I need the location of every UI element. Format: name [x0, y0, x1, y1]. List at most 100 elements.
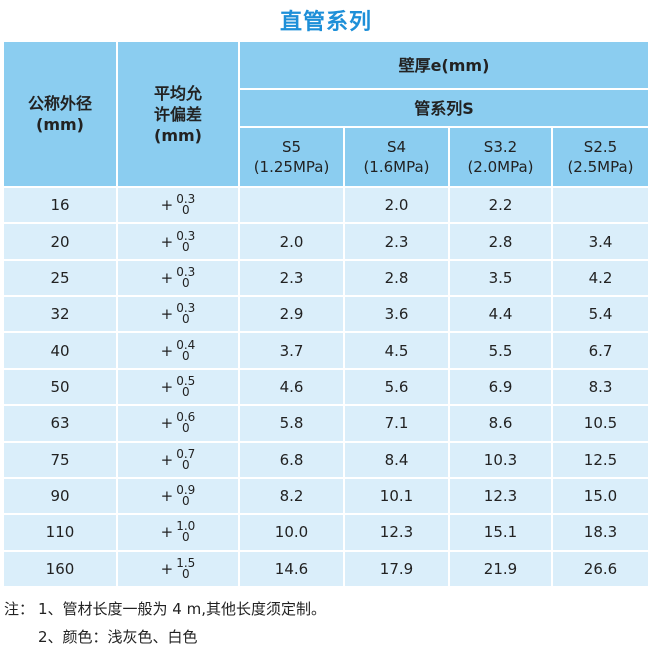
series-header: S4 (1.6MPa) — [345, 128, 450, 188]
tolerance-cell: +0.3 0 — [118, 188, 240, 225]
tolerance-sign: + — [160, 341, 174, 360]
cell-text: 3.6 — [384, 305, 409, 324]
thickness-cell: 6.8 — [240, 442, 345, 479]
diameter-cell: 50 — [4, 369, 118, 407]
note-item: 1、管材长度一般为 4 m,其他长度须定制。 — [38, 600, 327, 618]
thickness-cell: 6.9 — [450, 369, 553, 407]
cell-text: 2.2 — [488, 196, 513, 215]
thickness-cell — [240, 188, 345, 225]
thickness-cell: 8.3 — [553, 369, 650, 407]
thickness-cell: 6.7 — [553, 333, 650, 370]
tolerance-lower: 0 — [181, 566, 190, 581]
tolerance-sign: + — [160, 487, 174, 506]
cell-text: 8.6 — [488, 414, 513, 433]
thickness-cell: 18.3 — [553, 515, 650, 552]
thickness-cell: 8.2 — [240, 478, 345, 516]
tolerance-lower: 0 — [181, 312, 190, 327]
cell-text: 4.4 — [488, 305, 513, 324]
cell-text: 17.9 — [379, 559, 414, 578]
header-text: 壁厚e(mm) — [398, 55, 490, 75]
tolerance-upper: 0.3 — [176, 301, 196, 316]
cell-text: 63 — [50, 414, 70, 433]
tolerance-cell: +1.0 0 — [118, 515, 240, 552]
thickness-cell: 2.3 — [345, 224, 450, 261]
note-item: 2、颜色：浅灰色、白色 — [38, 628, 198, 646]
note-label: 注： — [4, 600, 35, 618]
tolerance-lower: 0 — [181, 275, 190, 290]
cell-text: 110 — [45, 523, 75, 542]
tolerance-lower: 0 — [181, 421, 190, 436]
tolerance-cell: +0.4 0 — [118, 333, 240, 370]
tolerance-lower: 0 — [181, 457, 190, 472]
header-text: 平均允 — [153, 83, 202, 103]
cell-text: 15.1 — [483, 523, 518, 542]
cell-text: 8.2 — [279, 487, 304, 506]
cell-text: 4.6 — [279, 377, 304, 396]
cell-text: 15.0 — [583, 487, 618, 506]
cell-text: 6.7 — [588, 341, 613, 360]
cell-text: 5.8 — [279, 414, 304, 433]
tolerance-stack: 1.5 0 — [176, 555, 196, 581]
cell-text: 10.5 — [583, 414, 618, 433]
thickness-cell: 3.7 — [240, 333, 345, 370]
thickness-cell: 14.6 — [240, 551, 345, 588]
cell-text: 2.8 — [384, 268, 409, 287]
cell-text: 18.3 — [583, 523, 618, 542]
cell-text: 7.1 — [384, 414, 409, 433]
cell-text: 10.0 — [274, 523, 309, 542]
cell-text: 16 — [50, 196, 70, 215]
tolerance-upper: 1.5 — [176, 555, 196, 570]
header-text: (mm) — [36, 115, 84, 134]
thickness-cell: 10.3 — [450, 442, 553, 479]
thickness-cell: 3.5 — [450, 260, 553, 298]
cell-text: 21.9 — [483, 559, 518, 578]
thickness-cell: 12.5 — [553, 442, 650, 479]
cell-text: 32 — [50, 305, 70, 324]
cell-text: 26.6 — [583, 559, 618, 578]
tolerance-cell: +0.3 0 — [118, 297, 240, 334]
thickness-cell: 8.4 — [345, 442, 450, 479]
thickness-cell: 5.6 — [345, 369, 450, 407]
tolerance-sign: + — [160, 232, 174, 251]
thickness-cell: 4.6 — [240, 369, 345, 407]
tolerance-cell: +0.6 0 — [118, 406, 240, 443]
tolerance-upper: 0.3 — [176, 192, 196, 207]
diameter-cell: 90 — [4, 478, 118, 516]
cell-text: 4.2 — [588, 268, 613, 287]
cell-text: 8.4 — [384, 450, 409, 469]
tolerance-upper: 0.6 — [176, 410, 196, 425]
thickness-cell: 2.8 — [450, 224, 553, 261]
tolerance-upper: 0.9 — [176, 483, 196, 498]
tolerance-upper: 0.4 — [176, 337, 196, 352]
series-pressure: (1.25MPa) — [253, 158, 330, 176]
tolerance-upper: 0.7 — [176, 446, 196, 461]
cell-text: 2.0 — [384, 196, 409, 215]
tolerance-stack: 0.4 0 — [176, 337, 196, 363]
thickness-cell: 5.5 — [450, 333, 553, 370]
tolerance-sign: + — [160, 196, 174, 215]
tolerance-stack: 0.3 0 — [176, 266, 195, 290]
series-header: S3.2 (2.0MPa) — [450, 128, 553, 188]
thickness-cell: 5.4 — [553, 297, 650, 334]
cell-text: 6.9 — [488, 377, 513, 396]
thickness-cell: 21.9 — [450, 551, 553, 588]
thickness-cell: 4.2 — [553, 260, 650, 298]
thickness-cell: 2.2 — [450, 188, 553, 225]
diameter-cell: 75 — [4, 442, 118, 479]
title: 直管系列 — [279, 10, 372, 35]
header-text: 公称外径 — [27, 94, 92, 113]
series-header: S5 (1.25MPa) — [240, 128, 345, 188]
tolerance-sign: + — [160, 377, 174, 396]
tolerance-cell: +0.5 0 — [118, 369, 240, 407]
tolerance-stack: 0.9 0 — [176, 483, 196, 507]
cell-text: 14.6 — [274, 559, 309, 578]
header-cell: 管系列S — [240, 90, 650, 128]
series-header: S2.5 (2.5MPa) — [553, 128, 650, 188]
tolerance-lower: 0 — [181, 384, 190, 399]
cell-text: 10.3 — [483, 450, 518, 469]
tolerance-upper: 0.3 — [176, 228, 196, 243]
tolerance-sign: + — [160, 450, 174, 469]
thickness-cell: 4.5 — [345, 333, 450, 370]
tolerance-lower: 0 — [181, 348, 190, 363]
